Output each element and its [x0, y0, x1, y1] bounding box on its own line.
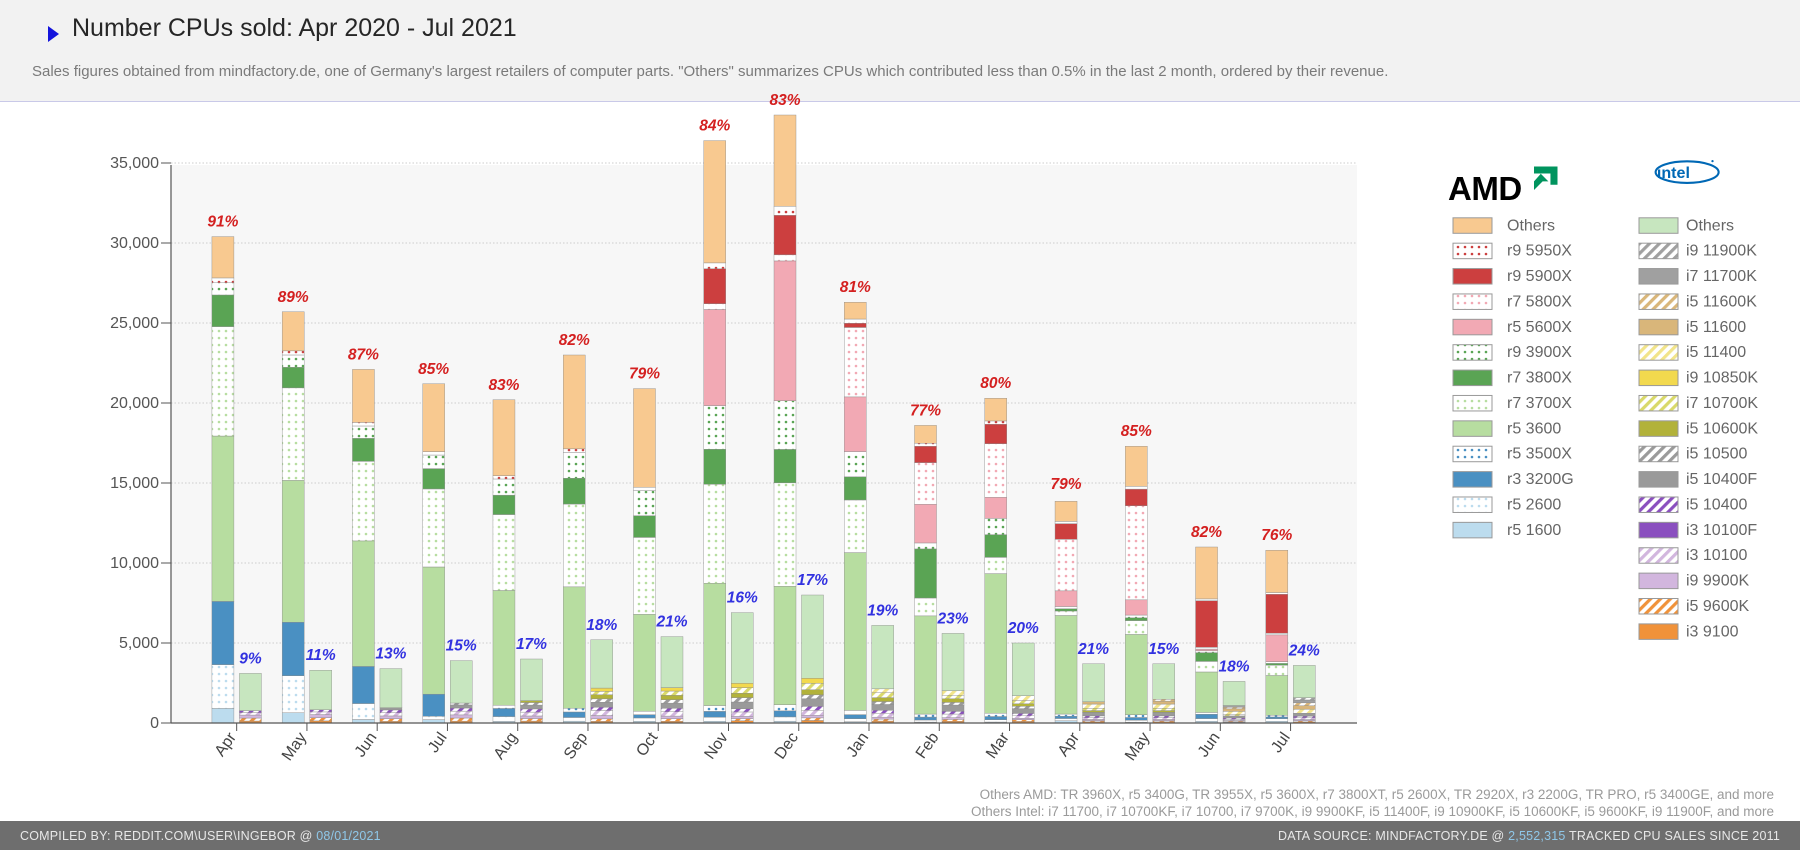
svg-text:r7 3700X: r7 3700X [1507, 395, 1572, 412]
svg-text:i5 11400: i5 11400 [1686, 344, 1746, 361]
svg-text:15%: 15% [446, 638, 477, 655]
svg-text:May: May [279, 730, 310, 765]
svg-text:r3 3200G: r3 3200G [1507, 471, 1574, 488]
svg-text:15%: 15% [1148, 641, 1179, 658]
svg-text:i3 10100F: i3 10100F [1686, 522, 1757, 539]
svg-text:May: May [1122, 730, 1153, 765]
svg-text:5,000: 5,000 [119, 635, 159, 652]
svg-text:85%: 85% [1121, 423, 1152, 440]
svg-text:r5 5600X: r5 5600X [1507, 319, 1572, 336]
svg-text:21%: 21% [1077, 641, 1109, 658]
svg-text:Jun: Jun [1195, 730, 1224, 761]
svg-text:19%: 19% [867, 602, 898, 619]
svg-text:84%: 84% [699, 118, 730, 135]
svg-text:82%: 82% [559, 332, 590, 349]
svg-text:r5 3600: r5 3600 [1507, 420, 1561, 437]
svg-text:79%: 79% [1051, 476, 1082, 493]
svg-text:10,000: 10,000 [110, 555, 159, 572]
svg-text:r5 2600: r5 2600 [1507, 496, 1561, 513]
svg-text:i9 10850K: i9 10850K [1686, 370, 1758, 387]
svg-text:9%: 9% [239, 650, 262, 667]
svg-text:Feb: Feb [913, 729, 943, 761]
svg-text:r9 5950X: r9 5950X [1507, 243, 1572, 260]
svg-text:i7 10700K: i7 10700K [1686, 395, 1758, 412]
svg-text:11%: 11% [306, 647, 336, 664]
svg-text:i5 10600K: i5 10600K [1686, 420, 1758, 437]
svg-text:Jul: Jul [1268, 730, 1294, 757]
svg-text:18%: 18% [586, 617, 617, 634]
svg-text:18%: 18% [1219, 658, 1250, 675]
svg-text:r7 3800X: r7 3800X [1507, 370, 1572, 387]
svg-text:Jan: Jan [844, 730, 873, 761]
svg-text:30,000: 30,000 [110, 235, 159, 252]
svg-text:r5 1600: r5 1600 [1507, 522, 1561, 539]
svg-text:Aug: Aug [491, 730, 521, 763]
svg-text:85%: 85% [418, 361, 449, 378]
svg-text:77%: 77% [910, 402, 941, 419]
svg-text:17%: 17% [516, 636, 547, 653]
svg-text:13%: 13% [375, 646, 406, 663]
svg-text:i3 10100: i3 10100 [1686, 547, 1747, 564]
svg-text:Mar: Mar [983, 729, 1013, 762]
svg-text:20,000: 20,000 [110, 395, 159, 412]
svg-text:83%: 83% [488, 377, 519, 394]
svg-text:Others: Others [1507, 217, 1555, 234]
svg-text:Apr: Apr [212, 729, 241, 760]
svg-text:15,000: 15,000 [110, 475, 159, 492]
svg-text:Sep: Sep [561, 729, 591, 762]
svg-text:Oct: Oct [633, 729, 662, 760]
svg-text:80%: 80% [980, 375, 1011, 392]
svg-text:24%: 24% [1288, 642, 1320, 659]
svg-text:17%: 17% [797, 572, 828, 589]
svg-text:81%: 81% [840, 279, 871, 296]
svg-text:82%: 82% [1191, 524, 1222, 541]
svg-text:Nov: Nov [702, 730, 732, 763]
svg-text:i9 11900K: i9 11900K [1686, 243, 1757, 260]
svg-text:i5 10400: i5 10400 [1686, 496, 1747, 513]
svg-text:i3 9100: i3 9100 [1686, 623, 1739, 640]
svg-text:r9 3900X: r9 3900X [1507, 344, 1572, 361]
svg-text:Jul: Jul [425, 730, 451, 757]
svg-text:r5 3500X: r5 3500X [1507, 446, 1572, 463]
svg-text:i7 11700K: i7 11700K [1686, 268, 1757, 285]
svg-text:Dec: Dec [772, 730, 802, 763]
svg-text:i5 10400F: i5 10400F [1686, 471, 1757, 488]
svg-text:Others: Others [1686, 217, 1734, 234]
svg-text:r7 5800X: r7 5800X [1507, 293, 1572, 310]
svg-text:89%: 89% [278, 289, 309, 306]
svg-text:16%: 16% [727, 590, 758, 607]
svg-text:i5 11600: i5 11600 [1686, 319, 1746, 336]
svg-text:i9 9900K: i9 9900K [1686, 573, 1749, 590]
svg-text:87%: 87% [348, 346, 379, 363]
svg-text:Apr: Apr [1055, 729, 1084, 760]
svg-text:i5 10500: i5 10500 [1686, 446, 1747, 463]
svg-text:i5 9600K: i5 9600K [1686, 598, 1749, 615]
svg-text:83%: 83% [769, 92, 800, 109]
svg-text:i5 11600K: i5 11600K [1686, 293, 1757, 310]
svg-text:20%: 20% [1007, 620, 1039, 637]
svg-text:35,000: 35,000 [110, 155, 159, 172]
svg-text:r9 5900X: r9 5900X [1507, 268, 1572, 285]
svg-text:91%: 91% [207, 214, 238, 231]
svg-text:21%: 21% [655, 614, 687, 631]
svg-text:79%: 79% [629, 366, 660, 383]
svg-text:0: 0 [150, 715, 159, 732]
svg-text:Jun: Jun [352, 730, 381, 761]
svg-text:23%: 23% [937, 610, 969, 627]
svg-text:25,000: 25,000 [110, 315, 159, 332]
svg-text:76%: 76% [1261, 527, 1292, 544]
